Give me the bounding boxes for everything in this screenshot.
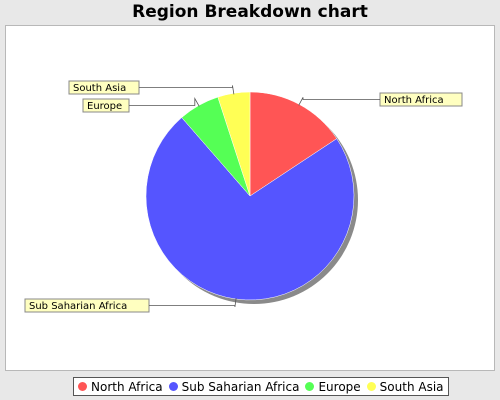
legend: North Africa Sub Saharian Africa Europe …	[73, 377, 449, 396]
legend-item-north-africa: North Africa	[78, 380, 163, 394]
chart-title: Region Breakdown chart	[132, 2, 368, 22]
legend-label-europe: Europe	[318, 379, 361, 394]
legend-label-sub-saharian-africa: Sub Saharian Africa	[181, 379, 300, 394]
legend-item-sub-saharian-africa: Sub Saharian Africa	[168, 379, 300, 394]
legend-marker-sub-saharian-africa	[168, 382, 178, 391]
legend-marker-europe	[305, 382, 315, 391]
slice-label-north-africa: North Africa	[384, 95, 444, 106]
legend-item-south-asia: South Asia	[366, 379, 444, 394]
pie-chart: North Africa Sub Saharian Africa Europe Sou…	[24, 80, 463, 313]
leader-line-south-asia	[139, 85, 235, 95]
legend-marker-north-africa	[78, 382, 87, 391]
slice-label-sub-saharian-africa: Sub Saharian Africa	[29, 301, 127, 312]
slice-label-europe: Europe	[87, 101, 122, 112]
slice-label-south-asia: South Asia	[73, 83, 126, 94]
legend-label-north-africa: North Africa	[91, 379, 163, 394]
legend-item-europe: Europe	[305, 379, 361, 394]
leader-line-europe	[129, 97, 200, 107]
legend-marker-south-asia	[366, 382, 376, 391]
leader-line-sub-saharian-africa	[149, 297, 237, 308]
leader-line-north-africa	[298, 97, 380, 106]
legend-label-south-asia: South Asia	[379, 379, 444, 394]
